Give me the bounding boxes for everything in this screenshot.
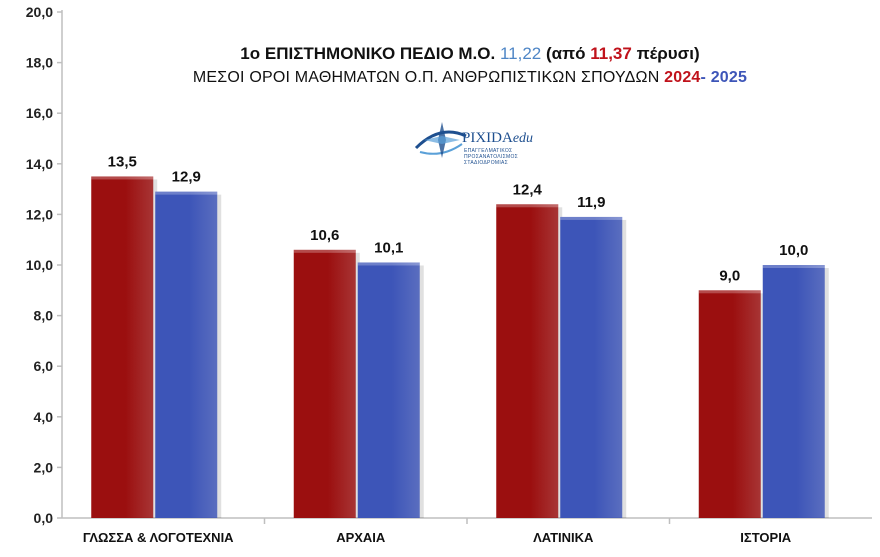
bar-top-highlight	[560, 216, 623, 220]
y-tick-label: 18,0	[26, 55, 53, 71]
pixida-logo: PIXIDAedu ΕΠΑΓΓΕΛΜΑΤΙΚΟΣ ΠΡΟΣΑΝΑΤΟΛΙΣΜΟΣ…	[412, 118, 562, 166]
bar-top-highlight	[91, 176, 154, 180]
x-tick-label: ΓΛΩΣΣΑ & ΛΟΓΟΤΕΧΝΙΑ	[83, 530, 234, 545]
bar-top-highlight	[293, 249, 356, 253]
y-tick-label: 8,0	[34, 308, 54, 324]
logo-tagline: ΕΠΑΓΓΕΛΜΑΤΙΚΟΣ ΠΡΟΣΑΝΑΤΟΛΙΣΜΟΣ ΣΤΑΔΙΟΔΡΟ…	[464, 148, 519, 166]
bar-2025	[762, 265, 825, 518]
chart-subtitle: ΜΕΣΟΙ ΟΡΟΙ ΜΑΘΗΜΑΤΩΝ Ο.Π. ΑΝΘΡΩΠΙΣΤΙΚΩΝ …	[70, 66, 870, 90]
bar-2025	[560, 216, 623, 518]
y-tick-label: 6,0	[34, 358, 54, 374]
bar-value-label: 10,1	[374, 239, 403, 256]
title-prefix: 1ο ΕΠΙΣΤΗΜΟΝΙΚΟ ΠΕΔΙΟ Μ.Ο.	[240, 44, 496, 63]
y-tick-label: 2,0	[34, 459, 54, 475]
bar-2024	[91, 176, 154, 518]
bar-value-label: 10,6	[310, 227, 339, 244]
title-mid: (από	[545, 44, 586, 63]
bar-value-label: 10,0	[779, 242, 808, 259]
bar-value-label: 9,0	[719, 267, 740, 284]
x-tick-label: ΑΡΧΑΙΑ	[336, 530, 386, 545]
y-tick-label: 12,0	[26, 206, 53, 222]
chart-title: 1ο ΕΠΙΣΤΗΜΟΝΙΚΟ ΠΕΔΙΟ Μ.Ο. 11,22 (από 11…	[70, 42, 870, 66]
subtitle-text: ΜΕΣΟΙ ΟΡΟΙ ΜΑΘΗΜΑΤΩΝ Ο.Π. ΑΝΘΡΩΠΙΣΤΙΚΩΝ …	[192, 69, 660, 86]
subtitle-year-2024: 2024	[664, 69, 701, 86]
bar-top-highlight	[357, 262, 420, 266]
bar-2025	[155, 191, 218, 518]
y-tick-label: 4,0	[34, 409, 54, 425]
y-tick-label: 20,0	[26, 4, 53, 20]
bar-2024	[698, 290, 761, 518]
bar-top-highlight	[155, 191, 218, 195]
bar-top-highlight	[698, 290, 761, 294]
bar-2024	[293, 249, 356, 518]
bar-2024	[496, 204, 559, 518]
current-average-value: 11,22	[499, 44, 542, 63]
subtitle-year-2025: - 2025	[700, 69, 748, 86]
bar-value-label: 12,4	[513, 181, 543, 198]
y-tick-label: 14,0	[26, 156, 53, 172]
bar-value-label: 13,5	[108, 153, 137, 170]
y-tick-label: 10,0	[26, 257, 53, 273]
title-suffix: πέρυσι)	[636, 44, 700, 63]
bar-2025	[357, 262, 420, 518]
bar-value-label: 12,9	[172, 169, 201, 186]
bar-top-highlight	[762, 265, 825, 268]
y-tick-label: 0,0	[34, 510, 54, 526]
chart-title-block: 1ο ΕΠΙΣΤΗΜΟΝΙΚΟ ΠΕΔΙΟ Μ.Ο. 11,22 (από 11…	[70, 42, 870, 90]
compass-icon	[414, 122, 467, 158]
bar-value-label: 11,9	[577, 194, 605, 211]
x-tick-label: ΙΣΤΟΡΙΑ	[740, 530, 792, 545]
logo-wordmark: PIXIDAedu	[462, 130, 534, 146]
bar-top-highlight	[496, 204, 559, 208]
x-tick-label: ΛΑΤΙΝΙΚΑ	[533, 530, 594, 545]
previous-average-value: 11,37	[590, 44, 632, 63]
y-tick-label: 16,0	[26, 105, 53, 121]
